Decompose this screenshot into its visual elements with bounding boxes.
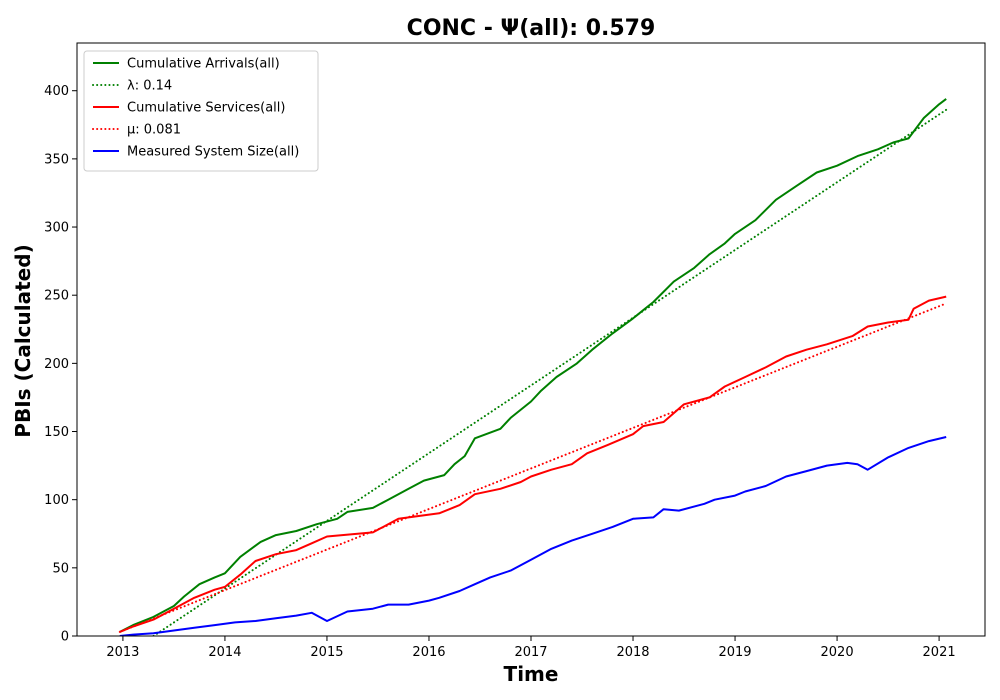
y-tick-label-2: 100 [44, 493, 69, 508]
y-tick-label-5: 250 [44, 289, 69, 304]
series-line-4 [119, 436, 947, 636]
x-tick-label-5: 2018 [616, 645, 649, 660]
x-tick-label-4: 2017 [514, 645, 547, 660]
y-tick-label-8: 400 [44, 84, 69, 99]
x-tick-label-7: 2020 [821, 645, 854, 660]
x-axis-label: Time [504, 662, 559, 686]
y-tick-label-0: 0 [61, 630, 69, 645]
series-line-1 [152, 108, 948, 636]
x-tick-label-3: 2016 [412, 645, 445, 660]
y-tick-label-3: 150 [44, 425, 69, 440]
series-line-2 [119, 295, 947, 633]
chart-title: CONC - Ψ(all): 0.579 [407, 16, 656, 41]
legend-label-3: μ: 0.081 [127, 123, 181, 138]
x-tick-label-0: 2013 [106, 645, 139, 660]
y-tick-label-1: 50 [52, 561, 69, 576]
legend-label-1: λ: 0.14 [127, 79, 172, 94]
legend-label-0: Cumulative Arrivals(all) [127, 57, 280, 72]
series-line-0 [119, 98, 947, 633]
x-tick-label-8: 2021 [923, 645, 956, 660]
series-line-3 [118, 302, 948, 633]
x-tick-label-2: 2015 [310, 645, 343, 660]
legend-box [83, 50, 319, 172]
y-tick-label-7: 350 [44, 152, 69, 167]
legend: Cumulative Arrivals(all) λ: 0.14 Cumulativ… [83, 50, 319, 172]
x-tick-label-6: 2019 [718, 645, 751, 660]
plot-area: 2013 2014 2015 2016 2017 2018 2019 2020 2021 0 50 1… [44, 42, 986, 660]
y-axis-label: PBIs (Calculated) [11, 244, 35, 437]
x-tick-label-1: 2014 [208, 645, 241, 660]
legend-label-2: Cumulative Services(all) [127, 101, 285, 116]
y-tick-label-4: 200 [44, 357, 69, 372]
y-tick-label-6: 300 [44, 221, 69, 236]
legend-label-4: Measured System Size(all) [127, 145, 299, 160]
series-group [118, 98, 948, 636]
